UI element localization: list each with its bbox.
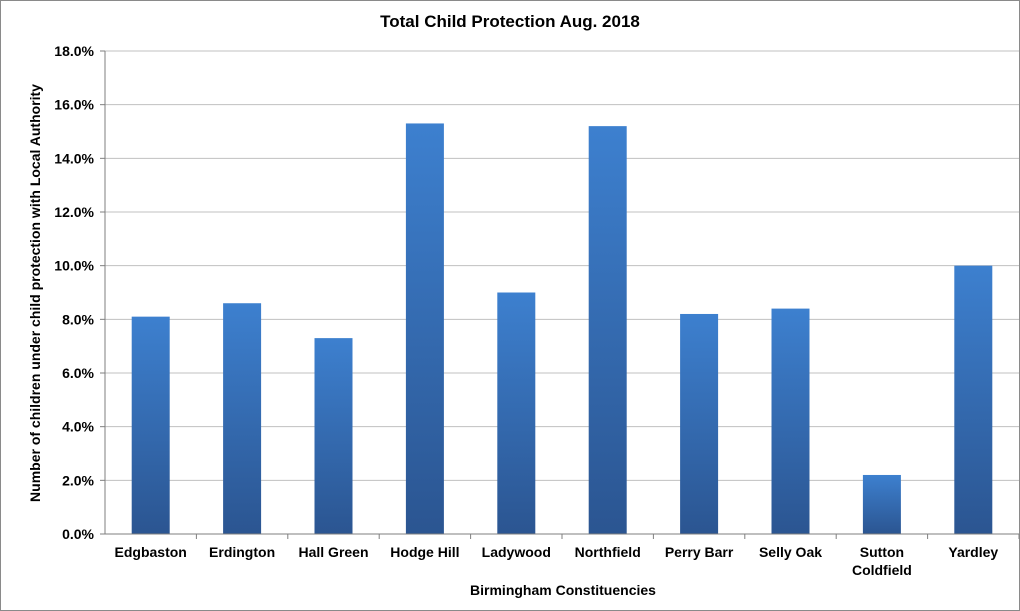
chart-title: Total Child Protection Aug. 2018 xyxy=(380,12,640,31)
x-category-label: Edgbaston xyxy=(115,544,187,560)
x-axis-title: Birmingham Constituencies xyxy=(470,582,656,598)
x-category-label: Northfield xyxy=(575,544,641,560)
x-category-label: Perry Barr xyxy=(665,544,734,560)
bar-sutton-coldfield xyxy=(862,474,901,534)
y-tick-label: 12.0% xyxy=(54,204,94,220)
x-category-label: Selly Oak xyxy=(759,544,822,560)
y-tick-label: 0.0% xyxy=(62,526,94,542)
bar-hall-green xyxy=(314,338,353,534)
x-category-label: Sutton Coldfield xyxy=(852,544,912,578)
x-category-label: Yardley xyxy=(948,544,998,560)
bar-hodge-hill xyxy=(405,123,444,534)
y-tick-label: 8.0% xyxy=(62,311,94,327)
y-tick-label: 2.0% xyxy=(62,472,94,488)
x-category-label: Ladywood xyxy=(482,544,551,560)
x-category-label: Hodge Hill xyxy=(390,544,459,560)
bar-ladywood xyxy=(497,292,536,534)
x-category-label: Erdington xyxy=(209,544,275,560)
bar-selly-oak xyxy=(771,308,810,534)
y-tick-label: 10.0% xyxy=(54,258,94,274)
bar-yardley xyxy=(954,265,993,534)
x-category-label: Hall Green xyxy=(298,544,368,560)
bar-erdington xyxy=(223,303,262,534)
x-category-labels: Edgbaston Erdington Hall Green Hodge Hill La… xyxy=(115,534,1020,578)
bar-northfield xyxy=(588,126,627,534)
y-tick-label: 16.0% xyxy=(54,97,94,113)
y-tick-label: 14.0% xyxy=(54,150,94,166)
bar-perry-barr xyxy=(680,313,719,534)
y-tick-labels: 0.0% 2.0% 4.0% 6.0% 8.0% 10.0% 12.0% 14.0% 16.0%… xyxy=(54,43,105,542)
y-tick-label: 4.0% xyxy=(62,419,94,435)
y-axis-title: Number of children under child protectio… xyxy=(27,84,43,502)
bar-edgbaston xyxy=(131,316,170,534)
bars xyxy=(131,123,993,534)
gridlines xyxy=(105,50,1019,481)
y-tick-label: 6.0% xyxy=(62,365,94,381)
y-tick-label: 18.0% xyxy=(54,43,94,59)
